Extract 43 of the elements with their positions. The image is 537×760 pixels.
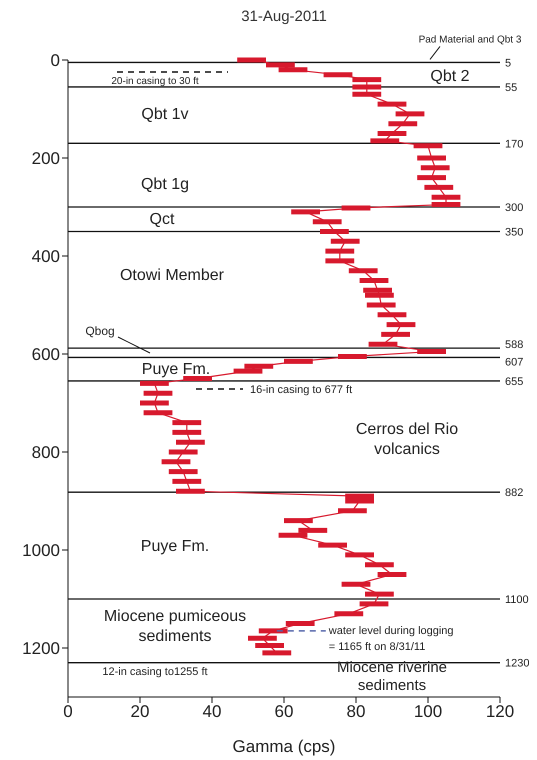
annotation: Qbt 1g	[140, 176, 190, 193]
annotation: Miocene pumiceous sediments	[104, 608, 246, 645]
chart-title: 31-Aug-2011	[240, 8, 328, 25]
y-tick-label: 400	[32, 247, 60, 266]
annotation: Otowi Member	[120, 267, 225, 284]
ref-line-label: 882	[505, 487, 524, 500]
x-tick-label: 40	[202, 702, 222, 722]
annotation: Pad Material and Qbt 3	[418, 34, 522, 46]
annotation: 20-in casing to 30 ft	[111, 76, 199, 87]
annotation: 16-in casing to 677 ft	[250, 384, 352, 396]
y-tick-label: 600	[32, 345, 60, 364]
x-tick-label: 120	[486, 702, 514, 722]
y-tick-label: 0	[50, 51, 60, 70]
ref-line-label: 55	[505, 82, 518, 94]
y-tick-label: 800	[32, 443, 60, 462]
x-tick-label: 0	[63, 702, 73, 722]
ref-line-label: 655	[505, 376, 524, 388]
ref-line-label: 350	[505, 226, 524, 238]
ref-line-label: 5	[505, 57, 512, 70]
x-tick-label: 100	[414, 702, 442, 722]
x-axis-title: Gamma (cps)	[232, 737, 336, 756]
x-tick-label: 60	[274, 702, 294, 722]
annotation: 12-in casing to1255 ft	[102, 666, 208, 678]
annotation: Qbt 2	[430, 68, 470, 85]
ref-line-label: 170	[505, 138, 524, 150]
ref-line-label: 1230	[505, 658, 530, 670]
y-tick-label: 1200	[22, 639, 60, 658]
annotation: Puye Fm.	[142, 361, 210, 378]
ref-line-label: 300	[505, 202, 524, 214]
y-tick-label: 1000	[22, 541, 60, 560]
annotation: Qbt 1v	[141, 106, 189, 123]
ref-line-label: 607	[505, 356, 524, 368]
annotation: water level during logging = 1165 ft on 8/31/11	[328, 624, 454, 653]
ref-line-label: 1100	[505, 594, 529, 606]
ref-line-label: 588	[505, 339, 524, 352]
annotation: Puye Fm.	[140, 538, 210, 555]
annotation: Miocene riverine sediments	[336, 659, 448, 694]
annotation: Qct	[150, 211, 175, 228]
y-tick-label: 200	[32, 149, 60, 168]
x-tick-label: 80	[346, 702, 366, 722]
annotation: Qbog	[85, 324, 115, 338]
x-tick-label: 20	[130, 702, 150, 722]
annotation: Cerros del Rio volcanics	[356, 421, 458, 458]
